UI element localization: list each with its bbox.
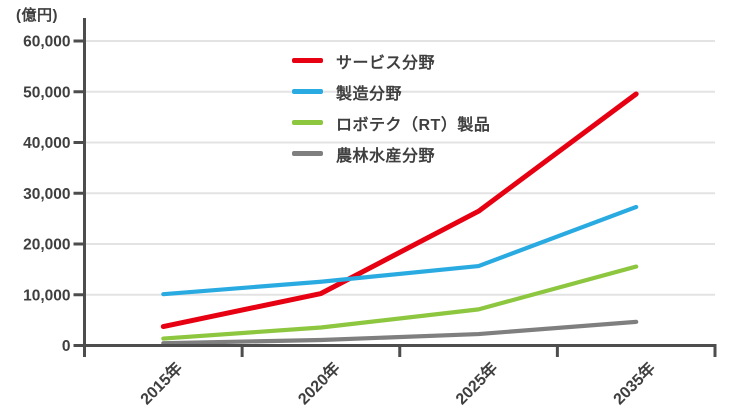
legend-label: 農林水産分野: [336, 147, 436, 165]
y-tick-label: 60,000: [23, 34, 70, 51]
legend-item: サービス分野: [292, 45, 490, 76]
y-tick-label: 20,000: [23, 237, 70, 254]
x-tick-label: 2015年: [136, 358, 186, 408]
y-tick-label: 0: [62, 338, 71, 355]
x-tick-label: 2035年: [609, 358, 659, 408]
legend-line-swatch: [292, 89, 323, 94]
y-tick-label: 10,000: [23, 287, 70, 304]
legend-label: ロボテク（RT）製品: [336, 116, 491, 134]
y-tick-label: 30,000: [23, 186, 70, 203]
series-line: [161, 204, 639, 297]
series-line: [161, 264, 639, 341]
legend-label: サービス分野: [336, 54, 436, 72]
x-tick-label: 2025年: [451, 358, 501, 408]
series-line: [161, 319, 639, 346]
legend: サービス分野 製造分野ロボテク（RT）製品 農林水産分野: [292, 45, 490, 169]
legend-item: 農林水産分野: [292, 138, 490, 169]
y-axis-unit-label: (億円): [16, 7, 58, 24]
y-tick-label: 40,000: [23, 135, 70, 152]
series-line: [160, 91, 639, 330]
legend-item: ロボテク（RT）製品: [292, 107, 490, 138]
legend-line-swatch: [292, 120, 323, 125]
legend-line-swatch: [292, 58, 323, 63]
y-tick-label: 50,000: [23, 84, 70, 101]
legend-item: 製造分野: [292, 76, 490, 107]
legend-label: 製造分野: [336, 85, 403, 103]
x-tick-label: 2020年: [294, 358, 344, 408]
legend-line-swatch: [292, 151, 323, 156]
